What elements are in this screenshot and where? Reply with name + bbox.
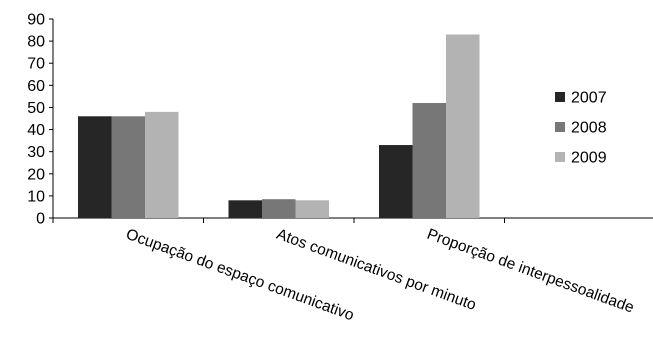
legend: 2007 2008 2009 (555, 90, 607, 167)
y-tick-label: 40 (27, 122, 45, 139)
bar-2009-3 (446, 34, 480, 218)
bar-2009-1 (145, 111, 179, 218)
y-tick-label: 0 (36, 211, 45, 228)
y-axis: 0 10 20 30 40 50 60 70 80 90 (27, 12, 54, 228)
bar-2008-3 (412, 103, 446, 218)
bar-2008-1 (111, 116, 145, 218)
y-tick-label: 20 (27, 166, 45, 183)
y-tick-label: 30 (27, 144, 45, 161)
bar-2007-3 (379, 145, 413, 218)
legend-label-2008: 2008 (571, 120, 607, 137)
bar-2009-2 (295, 200, 329, 218)
y-tick-label: 80 (27, 34, 45, 51)
y-tick-label: 10 (27, 188, 45, 205)
legend-swatch-2008 (555, 122, 565, 132)
legend-label-2007: 2007 (571, 90, 607, 107)
bar-2007-1 (78, 116, 112, 218)
y-tick-label: 60 (27, 78, 45, 95)
y-tick-label: 70 (27, 56, 45, 73)
legend-label-2009: 2009 (571, 150, 607, 167)
y-tick-label: 90 (27, 12, 45, 29)
y-tick-label: 50 (27, 100, 45, 117)
bar-2008-2 (262, 199, 296, 218)
legend-swatch-2007 (555, 92, 565, 102)
bars (78, 34, 480, 218)
bar-2007-2 (228, 200, 262, 218)
legend-swatch-2009 (555, 152, 565, 162)
x-axis (52, 217, 653, 223)
